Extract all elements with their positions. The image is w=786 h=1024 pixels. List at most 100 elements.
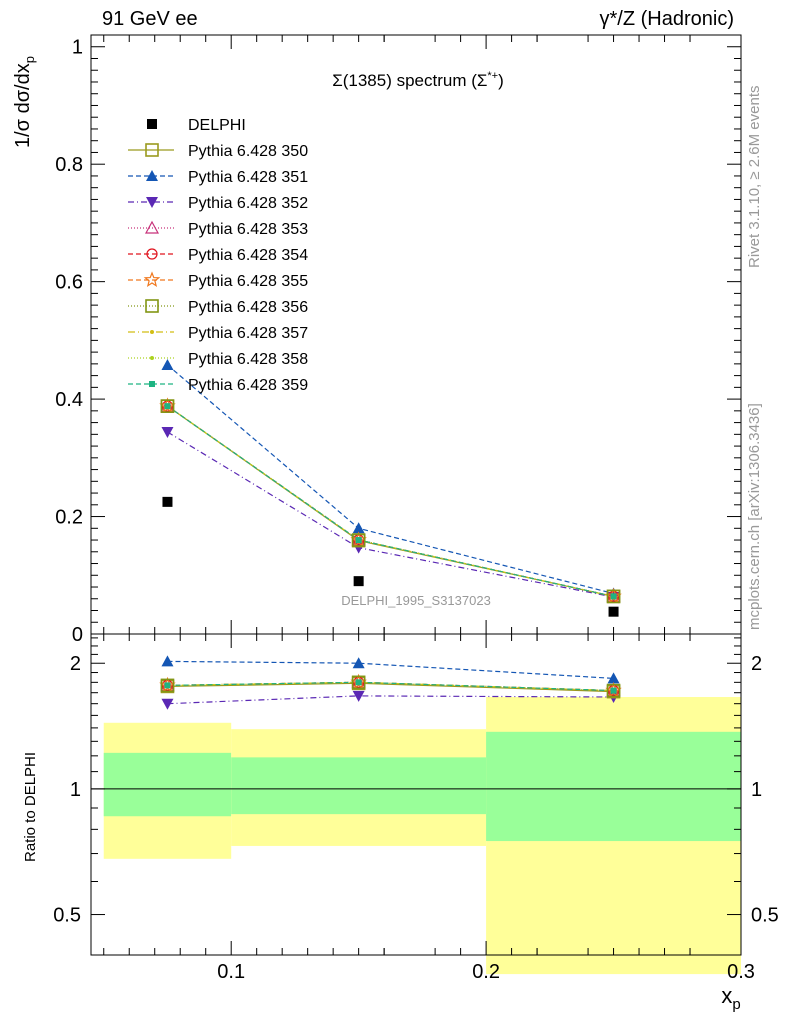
legend-marker-0-shape [145,143,159,157]
ratio-series-point-1-shape [352,657,365,669]
delphi-data-point [608,606,619,617]
legend-marker-3-shape [144,220,160,234]
ratio-series-point-9-shape [355,679,362,686]
ratio-series-point-2-shape [352,690,365,702]
main-y-axis-label: 1/σ dσ/dxp [12,56,37,148]
ratio-series-point-9-shape [164,682,171,689]
ratio-series-point-2 [352,690,365,702]
ratio-series-point-5 [605,681,622,698]
main-series-point-9-shape [610,593,617,600]
ratio-series-point-1-shape [161,655,174,667]
main-series-line-5 [167,405,614,597]
ratio-series-point-9 [355,679,362,686]
ratio-series-point-1 [352,657,365,669]
ratio-y-tick-label: 0.5 [53,905,81,927]
delphi-data-point [353,576,364,587]
legend-label-delphi: DELPHI [188,117,246,134]
legend-label-2: Pythia 6.428 352 [188,195,308,212]
legend-marker-8-shape [150,356,154,360]
ratio-series-point-5-shape [159,676,176,693]
chart-title-sup: *+ [487,70,498,82]
ratio-series-point-4-shape [161,679,174,691]
legend-marker-6 [145,299,159,313]
legend-marker-9 [149,381,155,387]
main-series-point-6-shape [606,589,621,604]
ratio-series-line-1 [167,660,614,679]
header-process-label: γ*/Z (Hadronic) [599,8,734,30]
main-series-point-4-shape [353,534,365,546]
ratio-series-point-2-shape [161,698,174,710]
main-series-line-6 [167,405,614,597]
legend-label-8: Pythia 6.428 358 [188,351,308,368]
analysis-watermark: DELPHI_1995_S3137023 [341,593,491,608]
legend-label-6: Pythia 6.428 356 [188,299,308,316]
main-series-point-9-shape [355,537,362,544]
ratio-x-tick-label: 0.2 [472,961,500,983]
main-series-line-2 [167,431,614,598]
legend-marker-3 [144,220,160,234]
ratio-x-tick-label: 0.3 [727,961,755,983]
main-series-point-6-shape [160,399,175,413]
legend-marker-2-shape [146,197,158,208]
rivet-version-label: Rivet 3.1.10, ≥ 2.6M events [746,85,763,269]
x-axis-label: xp [721,983,740,1013]
main-series-point-4 [353,534,365,546]
main-series-line-1 [167,364,614,595]
ratio-series-point-4-shape [353,676,365,688]
legend-marker-7-shape [150,330,154,334]
ratio-series-point-6 [351,675,366,690]
legend-marker-1-shape [146,170,158,181]
main-series-point-6-shape [351,533,366,547]
ratio-x-tick-label: 0.1 [217,961,245,983]
ratio-series-point-2 [161,698,174,710]
ratio-series-point-5 [159,676,176,693]
ratio-series-line-9 [167,681,614,692]
ratio-series-point-6-shape [351,675,366,690]
ratio-band-green-0 [103,752,232,817]
legend-label-0: Pythia 6.428 350 [188,143,308,160]
ratio-y-tick-label-right: 1 [751,779,762,801]
main-series-line-8 [167,405,614,597]
ratio-y-tick-label: 2 [70,653,81,675]
mcplots-label: mcplots.cern.ch [arXiv:1306.3436] [746,403,763,630]
main-series-point-2-shape [161,426,174,438]
main-series-point-9 [355,537,362,544]
ratio-y-tick-label: 1 [70,779,81,801]
ratio-y-tick-label-right: 0.5 [751,905,779,927]
ratio-plot-frame [90,633,742,956]
legend-marker-4-shape [146,248,158,260]
ratio-series-point-4 [353,676,365,688]
legend-label-7: Pythia 6.428 357 [188,325,308,342]
ratio-series-point-6 [160,678,175,693]
ratio-series-point-1 [161,655,174,667]
main-series-point-1 [352,522,365,534]
legend-marker-7 [150,330,154,334]
legend-label-9: Pythia 6.428 359 [188,377,308,394]
legend-marker-4 [146,248,158,260]
chart-title-close: ) [498,71,504,90]
ratio-y-axis-label: Ratio to DELPHI [22,751,39,862]
main-series-line-0 [167,405,614,597]
main-series-line-3 [167,405,614,597]
ratio-band-green-2 [486,731,741,842]
main-y-tick-label: 1 [72,37,83,59]
ratio-series-point-5-shape [605,681,622,698]
main-series-line-9 [167,405,614,597]
legend-marker-5-shape [143,271,161,288]
main-y-tick-label: 0.2 [55,507,83,529]
chart-title: Σ(1385) spectrum (Σ*+) [332,70,504,90]
main-series-line-7 [167,405,614,597]
legend-marker-8 [150,356,154,360]
ratio-series-line-8 [167,681,614,692]
main-series-point-4-shape [161,400,174,412]
ratio-series-point-4 [607,684,620,697]
main-series-point-9 [164,403,171,410]
ratio-series-point-4-shape [607,684,620,697]
ratio-series-point-1-shape [607,672,620,684]
main-series-point-1-shape [161,359,174,371]
main-series-point-9 [610,593,617,600]
legend-label-1: Pythia 6.428 351 [188,169,308,186]
ratio-series-point-9 [164,682,171,689]
main-series-point-1-shape [352,522,365,534]
